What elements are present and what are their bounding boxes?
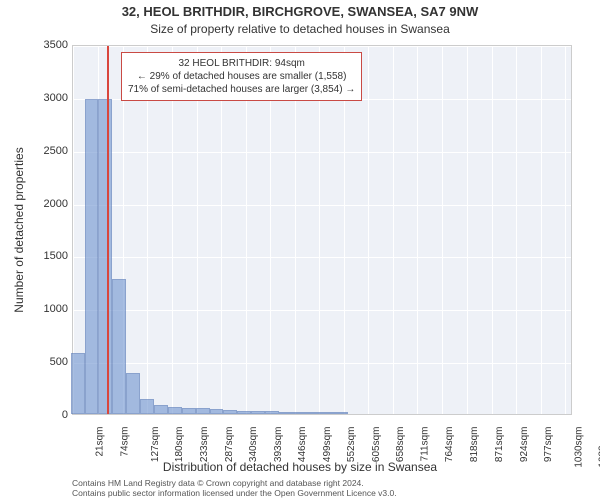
histogram-bar <box>196 408 210 414</box>
histogram-bar <box>182 408 196 414</box>
x-tick-label: 924sqm <box>519 427 530 463</box>
histogram-bar <box>335 412 349 414</box>
x-tick-label: 499sqm <box>322 427 333 463</box>
y-tick-label: 3000 <box>44 92 68 104</box>
annotation-box: 32 HEOL BRITHDIR: 94sqm ← 29% of detache… <box>121 52 362 101</box>
x-tick-label: 658sqm <box>395 427 406 463</box>
y-tick-label: 0 <box>62 409 68 421</box>
x-tick-label: 764sqm <box>445 427 456 463</box>
y-tick-label: 1000 <box>44 303 68 315</box>
histogram-bar <box>71 353 85 414</box>
y-tick-label: 500 <box>50 356 68 368</box>
grid-line-v <box>467 46 468 414</box>
histogram-bar <box>293 412 307 414</box>
grid-line-v <box>246 46 247 414</box>
histogram-bar <box>98 99 112 414</box>
grid-line-v <box>319 46 320 414</box>
grid-line-h <box>73 416 571 417</box>
x-axis-label: Distribution of detached houses by size … <box>0 460 600 474</box>
x-tick-label: 871sqm <box>494 427 505 463</box>
footer-line2: Contains public sector information licen… <box>72 488 397 498</box>
y-tick-label: 2000 <box>44 198 68 210</box>
grid-line-v <box>270 46 271 414</box>
histogram-bar <box>251 411 265 414</box>
grid-line-v <box>442 46 443 414</box>
y-tick-label: 1500 <box>44 250 68 262</box>
chart-title: 32, HEOL BRITHDIR, BIRCHGROVE, SWANSEA, … <box>0 4 600 19</box>
x-tick-label: 127sqm <box>150 427 161 463</box>
chart-subtitle: Size of property relative to detached ho… <box>0 22 600 36</box>
histogram-bar <box>154 405 168 415</box>
grid-line-v <box>172 46 173 414</box>
histogram-bar <box>265 411 279 414</box>
footer-line1: Contains HM Land Registry data © Crown c… <box>72 478 397 488</box>
grid-line-v <box>221 46 222 414</box>
x-tick-label: 818sqm <box>470 427 481 463</box>
histogram-bar <box>307 412 321 414</box>
histogram-bar <box>85 99 99 414</box>
x-tick-label: 605sqm <box>371 427 382 463</box>
annotation-line2: ← 29% of detached houses are smaller (1,… <box>128 70 355 83</box>
x-tick-label: 74sqm <box>120 427 131 457</box>
histogram-bar <box>210 409 224 414</box>
annotation-line3: 71% of semi-detached houses are larger (… <box>128 83 355 96</box>
grid-line-v <box>417 46 418 414</box>
x-tick-label: 233sqm <box>199 427 210 463</box>
histogram-bar <box>140 399 154 414</box>
grid-line-v <box>344 46 345 414</box>
x-tick-label: 552sqm <box>346 427 357 463</box>
grid-line-v <box>541 46 542 414</box>
marker-line <box>107 46 109 414</box>
grid-line-v <box>295 46 296 414</box>
histogram-bar <box>168 407 182 414</box>
grid-line-v <box>565 46 566 414</box>
y-tick-label: 3500 <box>44 39 68 51</box>
x-tick-label: 287sqm <box>224 427 235 463</box>
x-tick-label: 340sqm <box>248 427 259 463</box>
x-tick-label: 711sqm <box>419 427 430 462</box>
y-axis-label: Number of detached properties <box>12 147 26 312</box>
grid-line-v <box>393 46 394 414</box>
x-tick-label: 21sqm <box>95 427 106 457</box>
grid-line-v <box>368 46 369 414</box>
histogram-bar <box>112 279 126 414</box>
plot-area: 32 HEOL BRITHDIR: 94sqm ← 29% of detache… <box>72 45 572 415</box>
grid-line-v <box>492 46 493 414</box>
histogram-bar <box>321 412 335 414</box>
annotation-line1: 32 HEOL BRITHDIR: 94sqm <box>128 57 355 70</box>
grid-line-v <box>197 46 198 414</box>
histogram-bar <box>279 412 293 414</box>
footer-attribution: Contains HM Land Registry data © Crown c… <box>72 478 397 498</box>
histogram-bar <box>223 410 237 414</box>
y-tick-label: 2500 <box>44 145 68 157</box>
chart-container: 32, HEOL BRITHDIR, BIRCHGROVE, SWANSEA, … <box>0 0 600 500</box>
x-tick-label: 393sqm <box>273 427 284 463</box>
grid-line-v <box>147 46 148 414</box>
x-tick-label: 1030sqm <box>573 427 584 468</box>
x-tick-label: 180sqm <box>174 427 185 463</box>
grid-line-v <box>516 46 517 414</box>
histogram-bar <box>237 411 251 414</box>
x-tick-label: 977sqm <box>543 427 554 463</box>
histogram-bar <box>126 373 140 414</box>
x-tick-label: 446sqm <box>297 427 308 463</box>
